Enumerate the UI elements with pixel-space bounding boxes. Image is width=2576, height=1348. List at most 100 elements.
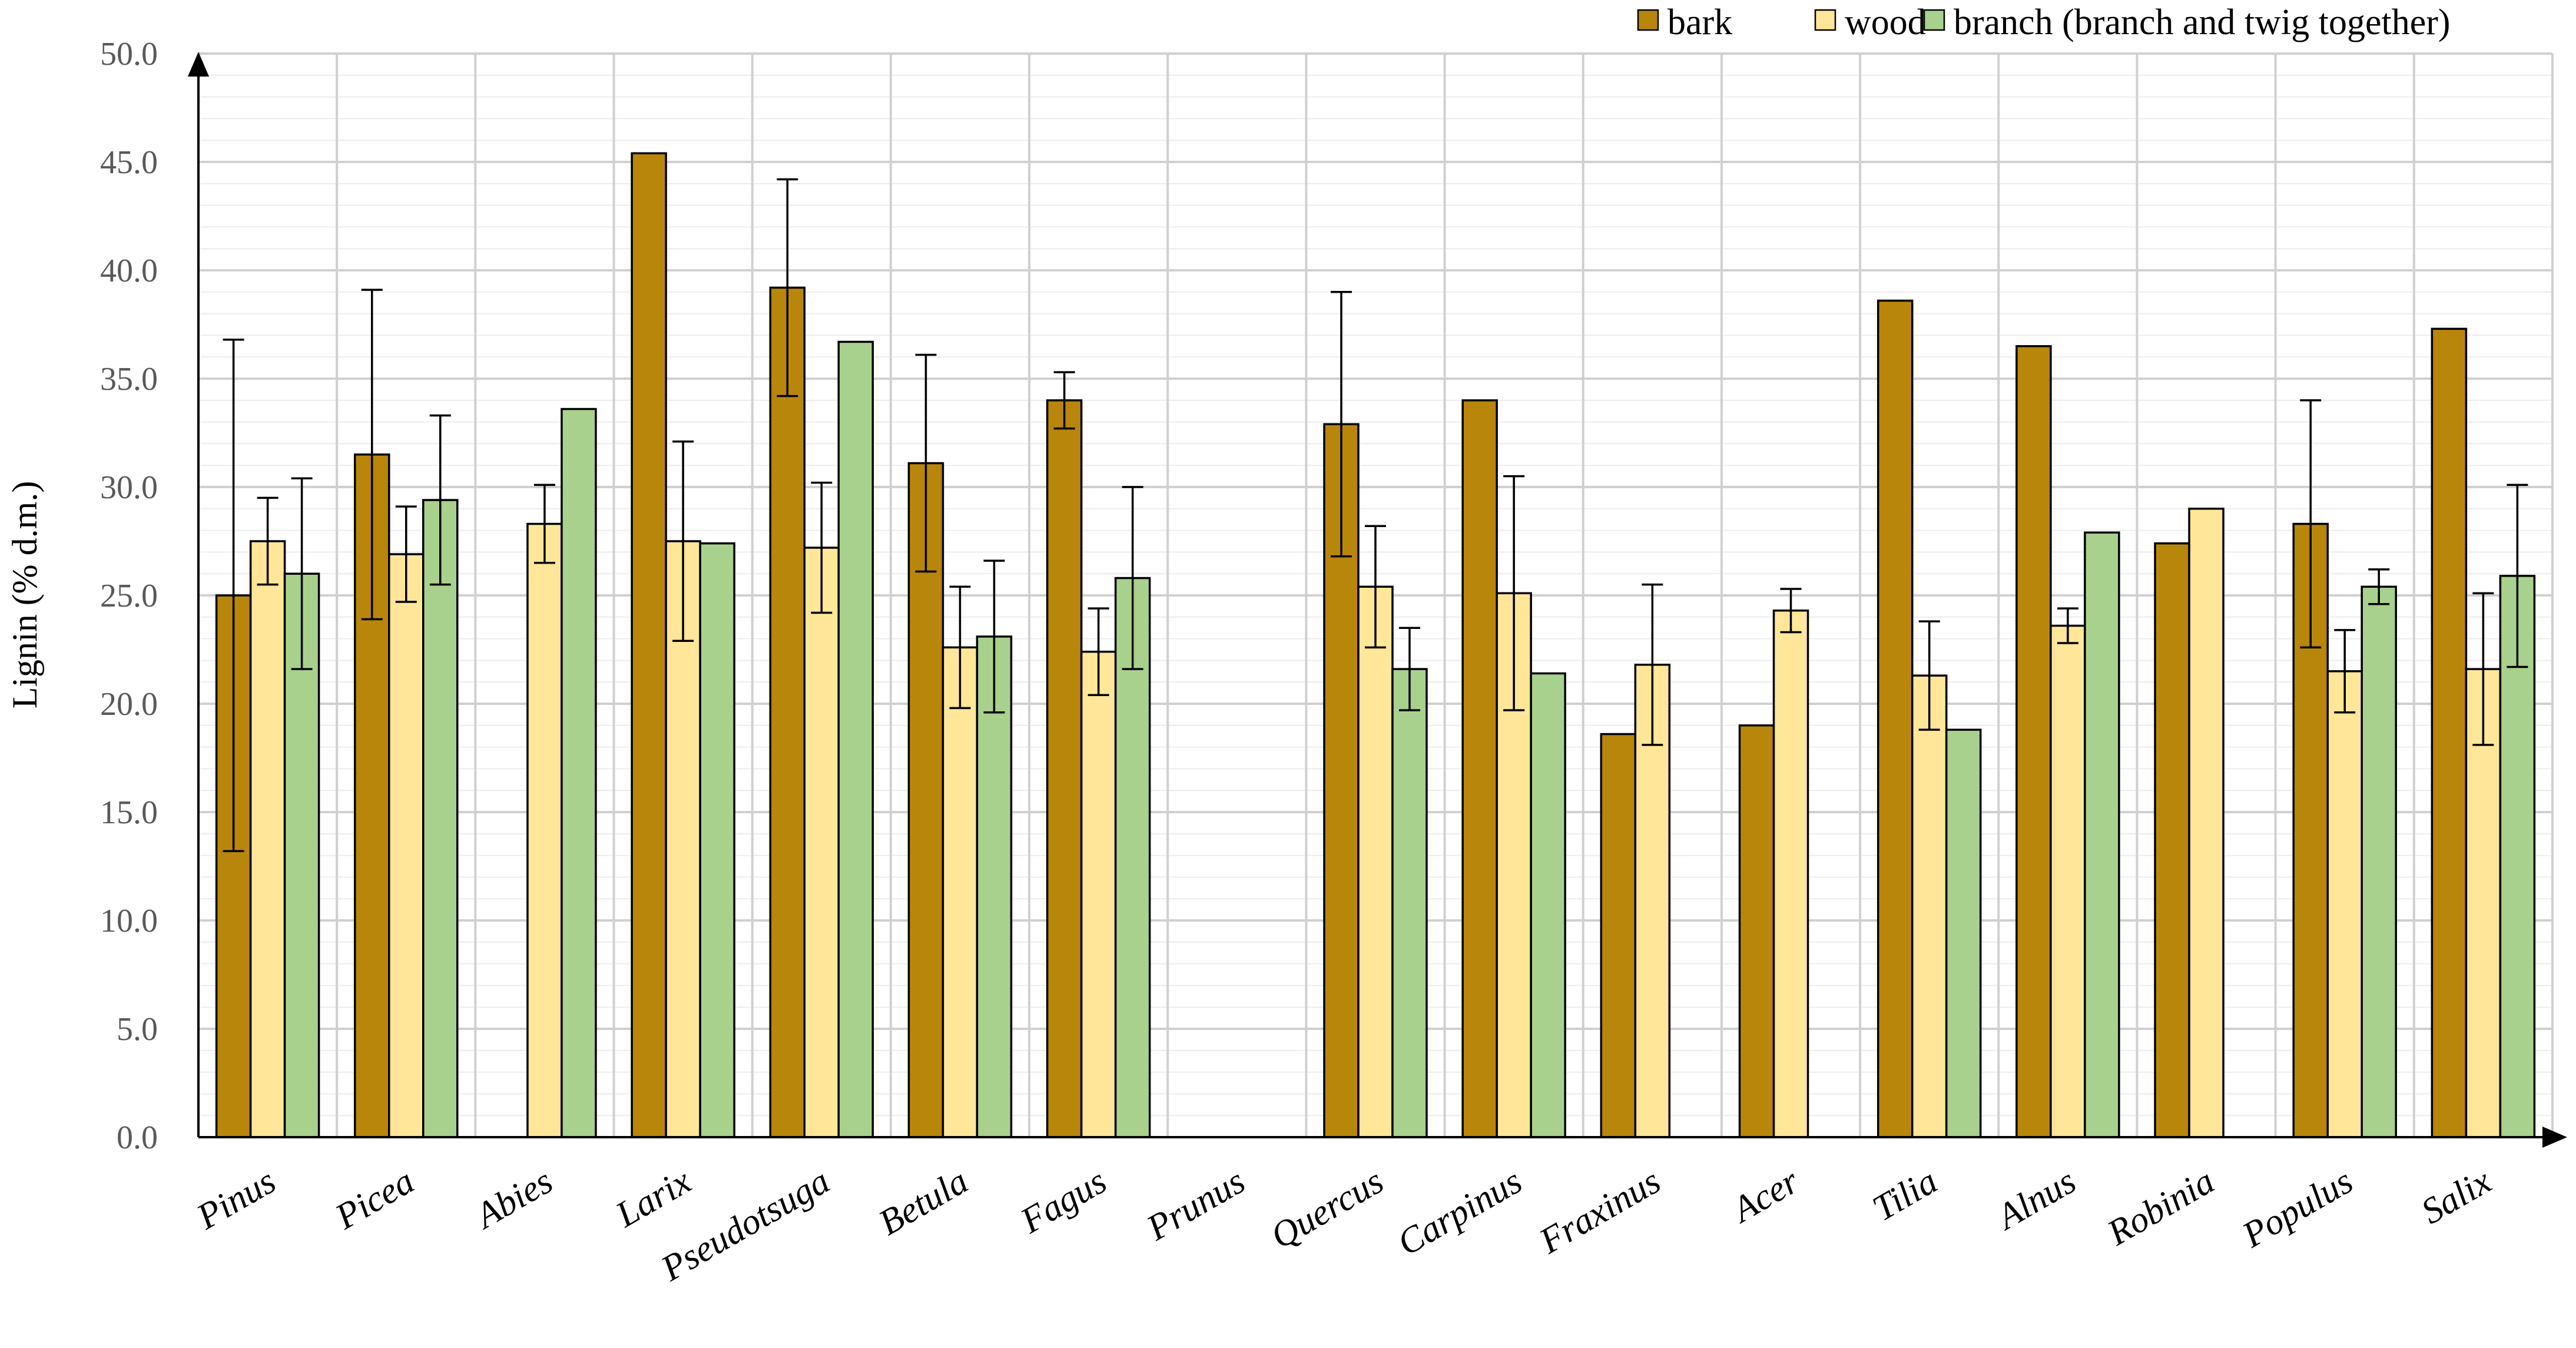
bar-bark-larix [631,152,667,1138]
bar-branch-salix [2499,575,2536,1138]
bar-branch-quercus [1391,668,1428,1138]
x-tick-label-populus: Populus [2235,1161,2359,1256]
error-bar-branch-picea [429,414,451,586]
x-tick-label-prunus: Prunus [1140,1161,1252,1248]
error-bar-bark-quercus [1331,291,1352,558]
error-bar-wood-pinus [257,496,279,586]
bar-branch-populus [2360,585,2397,1138]
bar-wood-acer [1772,610,1809,1138]
x-tick-label-alnus: Alnus [1988,1161,2083,1238]
x-tick-label-acer: Acer [1724,1161,1806,1231]
y-axis-arrow [188,52,209,77]
bar-branch-tilia [1945,728,1982,1138]
x-tick-label-fraxinus: Fraxinus [1533,1161,1667,1261]
error-bar-wood-acer [1780,588,1802,634]
bar-bark-alnus [2015,345,2052,1138]
legend-label-bark: bark [1667,2,1732,42]
bar-wood-pseudotsuga [803,547,840,1138]
x-tick-label-salix: Salix [2415,1161,2498,1232]
bar-bark-fraxinus [1600,733,1637,1138]
bar-wood-quercus [1357,585,1394,1138]
bar-branch-abies [561,408,597,1138]
error-bar-branch-quercus [1399,627,1420,711]
bars [215,152,2536,1138]
y-tick-label: 15.0 [100,794,158,831]
x-tick-label-betula: Betula [872,1161,974,1243]
error-bar-branch-salix [2507,483,2528,668]
y-tick-label: 25.0 [100,578,158,614]
legend-label-wood: wood [1845,2,1926,42]
bar-branch-picea [422,499,459,1138]
bar-wood-pinus [249,540,286,1138]
bar-wood-betula [941,646,979,1138]
y-tick-label: 35.0 [100,361,158,398]
bar-bark-robinia [2154,542,2190,1138]
bar-branch-pseudotsuga [837,340,874,1138]
error-bar-branch-fagus [1122,486,1143,670]
bar-wood-fagus [1080,650,1117,1138]
x-axis-arrow [2542,1127,2567,1148]
y-tick-label: 30.0 [100,469,158,506]
error-bar-wood-alnus [2057,607,2078,644]
x-tick-label-carpinus: Carpinus [1391,1161,1529,1263]
error-bar-bark-betula [915,353,937,573]
error-bar-branch-populus [2368,568,2390,605]
legend-label-branch: branch (branch and twig together) [1954,2,2451,42]
bar-wood-robinia [2188,508,2224,1138]
y-tick-label: 40.0 [100,253,158,289]
bar-bark-carpinus [1461,399,1498,1138]
bar-branch-alnus [2084,531,2120,1138]
error-bar-bark-pseudotsuga [777,178,798,398]
legend-swatch-bark [1637,9,1659,31]
error-bar-wood-populus [2334,629,2356,714]
y-tick-label: 5.0 [117,1011,158,1048]
x-tick-label-quercus: Quercus [1264,1161,1390,1257]
error-bar-branch-pinus [291,477,313,670]
legend-swatch-branch [1923,9,1945,31]
x-tick-label-tilia: Tilia [1866,1161,1944,1229]
bar-branch-carpinus [1530,672,1566,1138]
x-tick-label-picea: Picea [329,1161,421,1237]
error-bar-wood-abies [533,483,555,564]
error-bar-wood-quercus [1365,525,1386,649]
error-bar-branch-betula [983,559,1005,714]
legend: bark wood branch (branch and twig togeth… [1637,2,2451,42]
y-tick-label: 20.0 [100,686,158,723]
bar-bark-salix [2431,327,2468,1138]
y-tick-labels: 0.0 5.0 10.0 15.0 20.0 25.0 30.0 35.0 40.0 45.0 50… [100,36,158,1156]
legend-swatch-wood [1814,9,1836,31]
bar-wood-picea [388,553,425,1138]
x-tick-label-pinus: Pinus [190,1161,282,1237]
y-tick-label: 0.0 [117,1120,158,1156]
bar-bark-fagus [1046,399,1083,1138]
bar-bark-tilia [1877,299,1914,1138]
error-bar-bark-picea [361,289,383,621]
error-bar-wood-fagus [1088,607,1109,697]
error-bar-wood-carpinus [1503,475,1525,711]
x-tick-label-fagus: Fagus [1014,1161,1113,1241]
bar-bark-pseudotsuga [769,286,806,1138]
error-bar-wood-pseudotsuga [811,481,833,614]
bar-branch-fagus [1114,577,1151,1138]
error-bar-wood-salix [2472,592,2494,746]
x-tick-label-robinia: Robinia [2100,1161,2221,1254]
bar-wood-tilia [1911,674,1948,1138]
error-bar-wood-fraxinus [1642,583,1663,746]
bar-branch-larix [699,542,735,1138]
error-bar-bark-fagus [1053,371,1075,430]
x-tick-label-larix: Larix [609,1161,698,1236]
y-tick-label: 45.0 [100,144,158,181]
error-bar-wood-picea [395,505,417,603]
error-bar-wood-tilia [1918,620,1940,731]
bar-wood-populus [2326,670,2363,1138]
y-tick-label: 10.0 [100,903,158,939]
y-axis-label: Lignin (% d.m.) [5,481,44,709]
error-bar-wood-larix [672,440,694,642]
bar-bark-acer [1738,724,1775,1138]
x-tick-label-abies: Abies [467,1161,559,1237]
error-bar-bark-pinus [223,339,244,852]
error-bar-bark-populus [2300,399,2322,649]
axes [188,52,2567,1148]
error-bar-wood-betula [949,585,971,710]
